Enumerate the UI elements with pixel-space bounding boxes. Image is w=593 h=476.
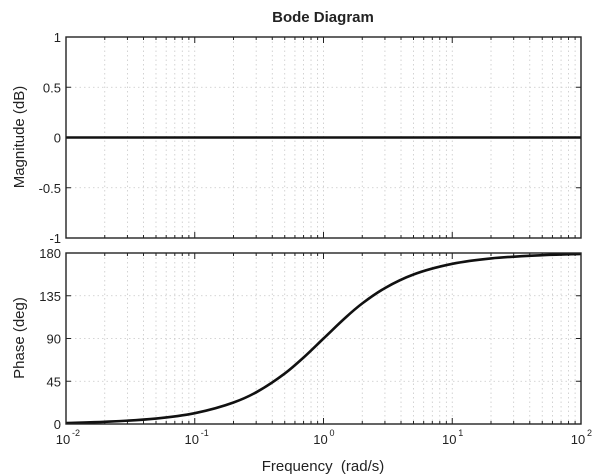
x-tick-exponent: -1: [201, 428, 209, 438]
phase-plot-frame: [65, 252, 582, 425]
magnitude-y-tick-label: 0.5: [43, 80, 61, 95]
x-tick-label: 10: [442, 432, 456, 447]
magnitude-y-tick-label: 1: [54, 30, 61, 45]
x-tick-exponent: 2: [587, 428, 592, 438]
phase-y-tick-label: 45: [47, 374, 61, 389]
chart-title: Bode Diagram: [272, 9, 374, 26]
magnitude-y-tick-label: -1: [49, 231, 61, 246]
magnitude-plot-frame: [65, 36, 582, 239]
x-axis-label: Frequency (rad/s): [262, 458, 385, 475]
phase-axis-label: Phase (deg): [11, 297, 28, 379]
x-tick-label: 10: [313, 432, 327, 447]
magnitude-panel: 1 0.5 0 -0.5 -1: [39, 30, 582, 246]
magnitude-axis-label: Magnitude (dB): [11, 86, 28, 189]
phase-y-tick-label: 90: [47, 332, 61, 347]
phase-y-tick-label: 135: [39, 289, 61, 304]
phase-y-tick-label: 0: [54, 417, 61, 432]
x-tick-exponent: 0: [330, 428, 335, 438]
phase-series-line: [65, 252, 582, 425]
x-tick-label: 10: [56, 432, 70, 447]
phase-y-tick-label: 180: [39, 246, 61, 261]
magnitude-y-tick-label: 0: [54, 131, 61, 146]
magnitude-y-tick-label: -0.5: [39, 181, 61, 196]
x-tick-exponent: -2: [72, 428, 80, 438]
x-tick-label: 10: [571, 432, 585, 447]
x-tick-exponent: 1: [458, 428, 463, 438]
x-tick-label: 10: [185, 432, 199, 447]
